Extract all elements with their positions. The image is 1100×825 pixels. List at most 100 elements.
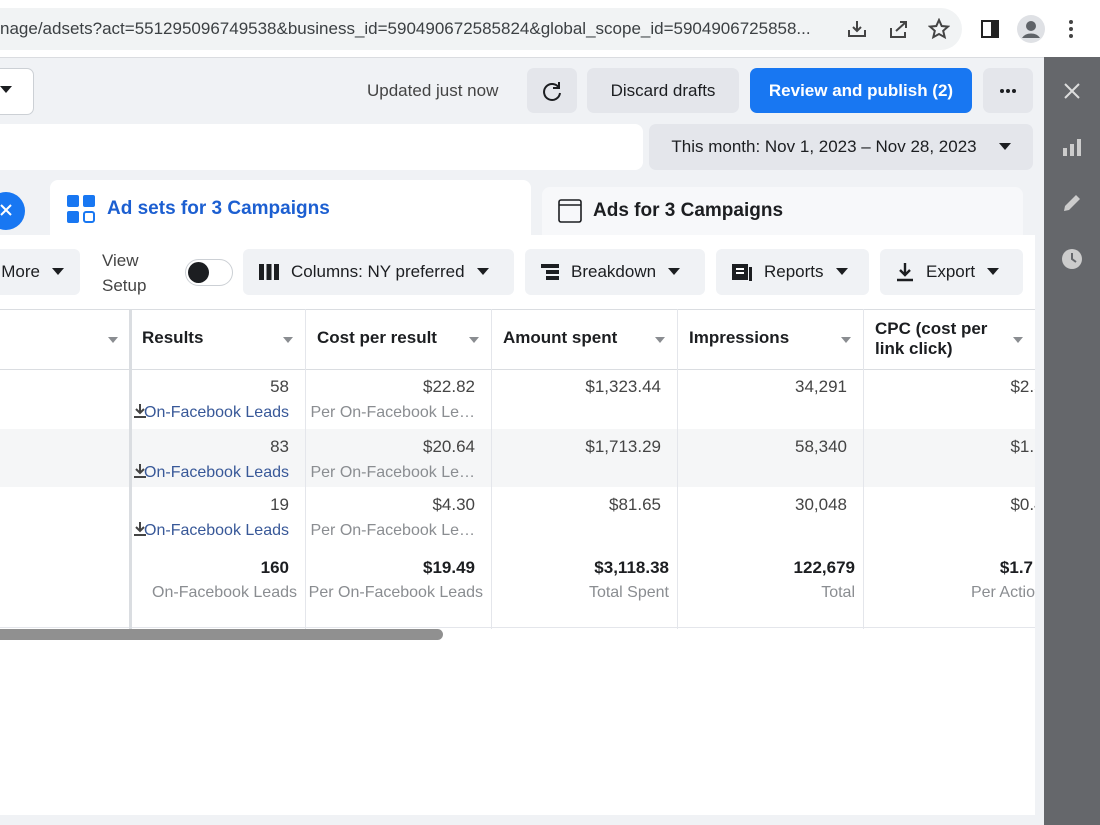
frozen-divider	[129, 309, 132, 629]
ellipsis-icon	[1000, 88, 1016, 93]
tab-label: Ads for 3 Campaigns	[593, 200, 784, 221]
refresh-button[interactable]	[527, 68, 577, 113]
history-icon[interactable]	[1061, 248, 1083, 270]
sort-caret	[655, 337, 665, 343]
date-range: This month: Nov 1, 2023 – Nov 28, 2023	[671, 137, 977, 156]
table-row	[0, 369, 1035, 430]
export-button[interactable]: Export	[880, 249, 1023, 295]
tab-ad-sets[interactable]	[50, 180, 531, 240]
export-icon	[897, 263, 913, 282]
amount-spent: $1,713.29	[585, 437, 661, 456]
dropdown-caret	[835, 268, 848, 275]
total-cost: $19.49	[423, 558, 475, 577]
date-range-button[interactable]: This month: Nov 1, 2023 – Nov 28, 2023	[649, 124, 1033, 170]
export-label: Export	[926, 262, 976, 281]
totals-row	[0, 546, 1035, 628]
install-icon[interactable]	[846, 18, 868, 40]
results-value: 58	[270, 377, 289, 396]
clear-icon	[0, 204, 12, 216]
total-results: 160	[260, 558, 289, 577]
total-cpc: $1.7	[999, 558, 1033, 577]
search-field[interactable]	[0, 124, 643, 170]
dropdown-caret	[0, 86, 12, 93]
breakdown-icon	[541, 264, 559, 280]
download-icon	[134, 404, 146, 418]
column-header: Impressions	[689, 328, 790, 347]
total-cost-label: Per On-Facebook Leads	[308, 584, 483, 601]
download-icon	[134, 464, 146, 478]
cpc: $1.67	[1010, 437, 1035, 456]
publish-button[interactable]: Review and publish (2)	[750, 68, 972, 113]
results-value: 83	[270, 437, 289, 456]
chart-icon[interactable]	[1062, 138, 1082, 158]
amount-spent: $1,323.44	[585, 377, 661, 396]
total-cpc-label: Per Actio	[970, 584, 1035, 601]
close-icon[interactable]	[1063, 82, 1081, 100]
side-rail	[1044, 57, 1100, 825]
menu-icon[interactable]	[1066, 19, 1076, 39]
total-impressions: 122,679	[793, 558, 855, 577]
data-table: Results Cost per result Amount spent Impres…	[0, 309, 1035, 629]
sort-caret	[1013, 337, 1023, 343]
cost-per-result: $22.82	[423, 377, 475, 396]
profile-icon[interactable]	[1017, 15, 1045, 43]
cost-label: Per On-Facebook Le…	[310, 464, 475, 481]
edit-icon[interactable]	[1062, 193, 1082, 213]
columns-label: Columns: NY preferred	[291, 262, 465, 281]
cost-label: Per On-Facebook Le…	[310, 522, 475, 539]
total-spent: $3,118.38	[594, 558, 669, 577]
reports-icon	[732, 264, 752, 281]
ads-icon	[558, 199, 582, 223]
columns-icon	[259, 264, 279, 280]
total-results-label: On-Facebook Leads	[152, 584, 297, 601]
reports-button[interactable]: Reports	[716, 249, 869, 295]
url: nage/adsets?act=551295096749538&business…	[0, 19, 811, 38]
column-divider	[677, 309, 678, 629]
more-options-button[interactable]	[983, 68, 1033, 113]
refresh-icon	[543, 81, 561, 101]
cost-per-result: $20.64	[423, 437, 475, 456]
impressions: 34,291	[795, 377, 847, 396]
more-button[interactable]: More	[0, 249, 80, 295]
cpc: $2.53	[1010, 377, 1035, 396]
dropdown-caret	[998, 143, 1011, 150]
result-type-link: On-Facebook Leads	[144, 404, 289, 421]
dropdown-caret	[52, 268, 64, 275]
reports-label: Reports	[764, 262, 824, 281]
result-type-link: On-Facebook Leads	[144, 522, 289, 539]
amount-spent: $81.65	[609, 495, 661, 514]
table-header	[0, 309, 1035, 370]
cost-label: Per On-Facebook Le…	[310, 404, 475, 421]
column-header: CPC (cost per link click)	[875, 319, 988, 358]
status-text: Updated just now	[367, 81, 499, 100]
sort-caret	[469, 337, 479, 343]
columns-button[interactable]: Columns: NY preferred	[243, 249, 514, 295]
breakdown-label: Breakdown	[571, 262, 657, 281]
discard-button[interactable]: Discard drafts	[587, 68, 739, 113]
breakdown-button[interactable]: Breakdown	[525, 249, 705, 295]
ad-sets-icon	[67, 195, 95, 223]
column-divider	[305, 309, 306, 629]
cpc: $0.41	[1010, 495, 1035, 514]
result-type-link: On-Facebook Leads	[144, 464, 289, 481]
bookmark-icon[interactable]	[928, 18, 950, 40]
share-icon[interactable]	[887, 18, 909, 40]
more-label: More	[1, 262, 40, 281]
tab-ads[interactable]	[542, 187, 1023, 237]
scrollbar[interactable]	[0, 629, 443, 640]
results-value: 19	[270, 495, 289, 514]
discard-label: Discard drafts	[610, 80, 716, 100]
dropdown-caret	[987, 268, 1000, 275]
sidepanel-icon[interactable]	[980, 19, 1000, 39]
sort-caret	[841, 337, 851, 343]
impressions: 58,340	[795, 437, 847, 456]
column-header: Cost per result	[317, 328, 437, 347]
total-spent-label: Total Spent	[588, 584, 669, 601]
column-divider	[863, 309, 864, 629]
download-icon	[134, 522, 146, 536]
column-header: Amount spent	[503, 328, 618, 347]
address-bar[interactable]	[0, 8, 962, 50]
view-setup-label: View Setup	[102, 251, 147, 295]
column-header: Results	[142, 328, 204, 347]
